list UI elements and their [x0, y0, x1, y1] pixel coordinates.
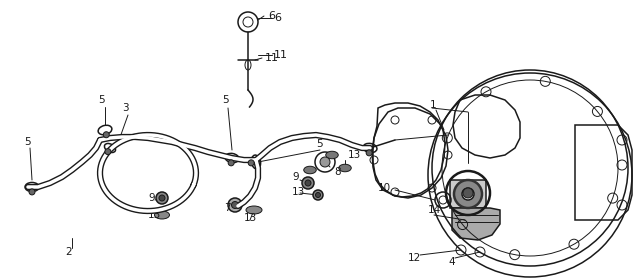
Text: 2: 2 [65, 247, 72, 257]
Circle shape [302, 177, 314, 189]
Polygon shape [450, 180, 486, 208]
Text: 10: 10 [378, 183, 391, 193]
Ellipse shape [326, 151, 339, 159]
Text: 1: 1 [430, 100, 436, 110]
Text: 13: 13 [292, 187, 305, 197]
Circle shape [228, 160, 234, 166]
Circle shape [228, 198, 242, 212]
Text: 7: 7 [224, 203, 230, 213]
Circle shape [159, 195, 165, 201]
Text: 4: 4 [448, 257, 454, 267]
Polygon shape [452, 208, 500, 240]
Text: 3: 3 [122, 103, 129, 113]
Text: 13: 13 [148, 210, 161, 220]
Circle shape [305, 180, 311, 186]
Text: 9: 9 [148, 193, 155, 203]
Text: 5: 5 [98, 95, 104, 105]
Text: 13: 13 [244, 213, 257, 223]
Ellipse shape [339, 164, 351, 172]
Circle shape [463, 188, 473, 198]
Circle shape [156, 192, 168, 204]
Circle shape [454, 180, 482, 208]
Text: 11: 11 [265, 53, 279, 63]
Circle shape [248, 160, 254, 166]
Text: 9: 9 [292, 172, 299, 182]
Text: 11: 11 [274, 50, 288, 60]
Circle shape [313, 190, 323, 200]
Ellipse shape [246, 206, 262, 214]
Text: 12: 12 [408, 253, 421, 263]
Circle shape [366, 150, 372, 156]
Circle shape [105, 149, 111, 155]
Text: 5: 5 [24, 137, 31, 147]
Circle shape [320, 157, 330, 167]
Text: 6: 6 [268, 11, 275, 21]
Ellipse shape [304, 166, 316, 174]
Text: 5: 5 [316, 139, 323, 149]
Circle shape [462, 188, 474, 200]
Text: 14: 14 [428, 205, 441, 215]
Circle shape [103, 132, 109, 138]
Text: 13: 13 [348, 150, 361, 160]
Text: 5: 5 [222, 95, 228, 105]
Text: 6: 6 [274, 13, 281, 23]
Circle shape [232, 202, 239, 209]
Ellipse shape [154, 211, 170, 219]
Circle shape [29, 189, 35, 195]
Text: 8: 8 [334, 167, 340, 177]
Circle shape [316, 193, 321, 197]
